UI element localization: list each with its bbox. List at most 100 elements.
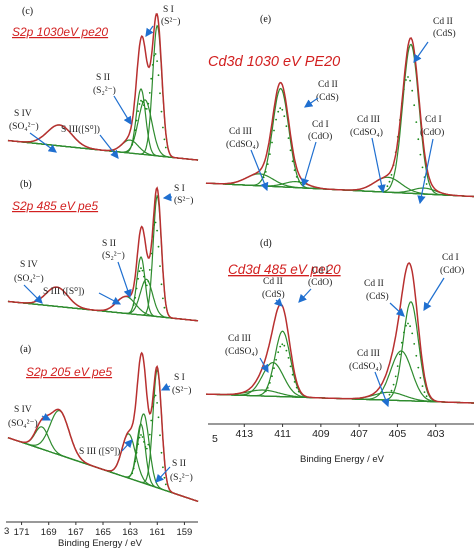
panel-a-dot	[159, 434, 161, 437]
panel-d-dot	[293, 381, 296, 383]
panel-c-dot	[132, 137, 135, 140]
panel-d-dot	[421, 385, 424, 387]
panel-e-dot	[405, 79, 407, 81]
panel-e-ann-cd2r-b: (CdS)	[433, 28, 456, 39]
panel-e-ann-cd1r-a: Cd I	[425, 115, 442, 125]
panel-e-dot	[297, 180, 300, 183]
panel-e-arrow-cd2r	[413, 41, 429, 63]
panel-d-arrow-cd1r	[423, 277, 445, 312]
panel-a-ann-s1-a: S I	[174, 373, 185, 383]
panel-e-ann-cd2l-b: (CdS)	[316, 92, 339, 103]
panel-d-title: Cd3d 485 eV pe20	[228, 262, 341, 277]
panel-a-dot	[148, 433, 151, 436]
panel-d-dot	[423, 391, 426, 393]
panel-d-ann-cd2r-a: Cd II	[364, 279, 384, 289]
panel-e-dot	[407, 76, 409, 78]
panel-d-ann-cd1l-b: (CdO)	[308, 277, 332, 288]
panel-e-ann-cd3l-b: (CdSO₄)	[226, 139, 259, 150]
panel-a-dot	[157, 416, 160, 419]
panel-a-ann-s2-a: S II	[172, 459, 186, 469]
panel-e-ann-cd1l-a: Cd I	[312, 120, 329, 130]
panel-b-title: S2p 485 eV pe5	[12, 199, 98, 213]
panel-d-dot	[390, 389, 393, 392]
panel-c-envelope	[7, 13, 199, 161]
panel-d-dot	[287, 357, 290, 359]
panel-b-dot	[148, 269, 151, 271]
left-x-tick-label: 165	[95, 527, 111, 538]
panel-d-dot	[266, 387, 269, 389]
panel-b-ann-s2-a: S II	[102, 239, 116, 249]
panel-d-dotted-fit	[264, 322, 428, 398]
panel-e-dot	[421, 166, 424, 169]
panel-b-arrow-s2	[117, 261, 132, 299]
panel-a-dot	[162, 466, 164, 469]
panel-c-title: S2p 1030eV pe20	[12, 25, 108, 39]
panel-e-dot	[291, 160, 294, 163]
panel-a-dot	[153, 396, 156, 398]
right-x-axis-label: Binding Energy / eV	[300, 454, 385, 465]
panel-a-dot	[134, 460, 137, 463]
panel-e-plot	[205, 37, 474, 198]
panel-c-ann-s2-b: (S₂²⁻)	[93, 85, 116, 96]
panel-c-dot	[157, 74, 160, 77]
panel-a-dot	[140, 434, 142, 436]
panel-d-dot	[295, 386, 298, 389]
panel-a-ann-s3: S III ([S⁰])	[79, 446, 120, 457]
right-x-tick-label: 411	[274, 428, 291, 440]
panel-c-dot	[148, 92, 151, 94]
panel-d-dot	[289, 365, 292, 368]
panel-b-component-2	[7, 278, 199, 322]
panel-b-dot	[160, 283, 163, 286]
panel-e-arrow-cd3l	[250, 149, 269, 192]
panel-d-plot	[206, 262, 474, 404]
panel-a-dot	[154, 394, 157, 397]
panel-d: (d) Cd3d 485 eV pe20 Cd I (CdO) Cd I (Cd…	[206, 238, 474, 408]
right-x-tick-label: 409	[312, 428, 330, 440]
panel-e-dot	[266, 163, 269, 166]
panel-c-dot	[162, 126, 164, 129]
panel-b-dot	[145, 284, 148, 287]
panel-c-dot	[138, 103, 141, 105]
panel-e-dot	[390, 174, 393, 176]
panel-d-dot	[407, 322, 409, 325]
panel-a-dot	[137, 443, 140, 445]
panel-d-dot	[392, 383, 395, 386]
panel-e-dot	[273, 129, 275, 132]
panel-b-arrow-s1	[162, 192, 173, 202]
panel-a-letter: (a)	[20, 344, 31, 355]
panel-d-dot	[264, 390, 267, 393]
panel-b-ann-s2-b: (S₂²⁻)	[102, 250, 125, 261]
panel-e-dot	[413, 104, 416, 107]
panel-a-envelope	[7, 351, 199, 503]
panel-b-dot	[138, 270, 141, 273]
panel-d-ann-cd1r-b: (CdO)	[440, 265, 464, 276]
left-x-axis-label: Binding Energy / eV	[58, 538, 143, 549]
panel-b-ann-s4-a: S IV	[20, 260, 38, 270]
panel-e-title: Cd3d 1030 eV PE20	[208, 54, 340, 70]
panel-d-dot	[415, 354, 418, 357]
panel-e-dot	[287, 137, 290, 140]
panel-e-dot	[271, 141, 273, 144]
panel-a-dot	[164, 483, 167, 486]
panel-a-dot	[156, 402, 159, 404]
panel-c-ann-s3: S III([S⁰])	[61, 124, 100, 135]
panel-a-ann-s4-b: (SO₄²⁻)	[8, 418, 38, 429]
panel-c-dot	[143, 104, 145, 107]
panel-a-dot	[132, 467, 135, 470]
panel-d-dot	[413, 343, 416, 345]
panel-c-arrow-s4	[29, 132, 57, 153]
panel-e-arrow-cd1l	[301, 141, 317, 188]
panel-e-ann-cd1l-b: (CdO)	[308, 131, 332, 142]
panel-c-dot	[147, 102, 150, 105]
panel-d-letter: (d)	[260, 238, 272, 249]
panel-b-dot	[141, 269, 144, 272]
panel-d-dot	[396, 365, 399, 367]
panel-e-dot	[289, 149, 292, 152]
panel-d-ann-cd1l-a: Cd I	[312, 266, 329, 276]
panel-e: (e) Cd3d 1030 eV PE20 Cd II (CdS) Cd II …	[205, 14, 474, 205]
panel-d-dot	[279, 345, 282, 348]
panel-b-ann-s1-a: S I	[174, 184, 185, 194]
panel-e-dot	[386, 185, 389, 188]
panel-e-arrow-cd1r	[417, 138, 434, 205]
